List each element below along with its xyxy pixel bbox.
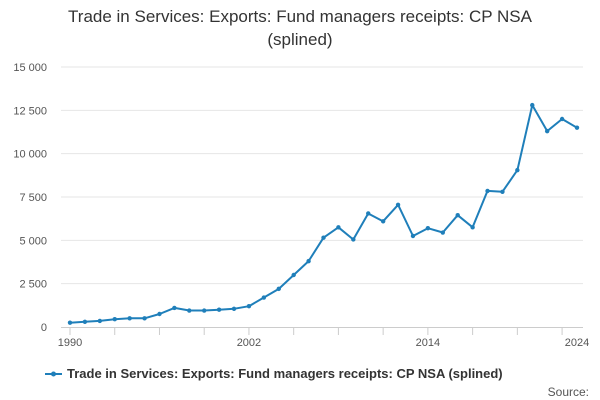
series-line bbox=[69, 104, 578, 324]
data-point bbox=[366, 211, 371, 216]
data-point bbox=[67, 320, 73, 325]
data-point bbox=[142, 316, 147, 321]
legend-dot-marker bbox=[51, 371, 56, 377]
x-tick-label: 2014 bbox=[416, 337, 440, 349]
data-point bbox=[559, 116, 565, 122]
data-point bbox=[380, 219, 386, 224]
y-tick-label: 2 500 bbox=[19, 279, 47, 291]
data-point bbox=[440, 230, 445, 235]
data-point bbox=[351, 237, 356, 242]
y-tick-label: 12 500 bbox=[13, 105, 47, 117]
data-point bbox=[97, 318, 103, 324]
data-point bbox=[470, 225, 475, 230]
data-point bbox=[455, 213, 460, 218]
y-tick-label: 7 500 bbox=[19, 192, 47, 204]
chart-title-line-2: (splined) bbox=[267, 30, 332, 49]
y-tick-label: 15 000 bbox=[13, 62, 47, 74]
data-point bbox=[202, 308, 207, 313]
grid-lines bbox=[61, 66, 583, 285]
x-tick-label: 2002 bbox=[237, 337, 261, 349]
y-tick-label: 0 bbox=[41, 322, 47, 334]
data-point bbox=[336, 225, 341, 230]
data-point bbox=[544, 128, 550, 134]
data-point bbox=[231, 306, 237, 311]
x-tick-label: 1990 bbox=[58, 337, 82, 349]
chart-title-line-1: Trade in Services: Exports: Fund manager… bbox=[68, 7, 533, 26]
data-point bbox=[395, 202, 401, 207]
data-point bbox=[127, 316, 132, 321]
y-tick-label: 5 000 bbox=[19, 235, 47, 247]
data-point bbox=[530, 102, 535, 108]
data-point bbox=[321, 235, 326, 240]
data-point bbox=[485, 188, 490, 194]
data-point bbox=[82, 319, 88, 324]
data-point bbox=[291, 272, 296, 278]
data-point bbox=[216, 307, 222, 312]
x-axis-tick-labels: 1990 2002 2014 2024 bbox=[58, 337, 589, 349]
series-layer bbox=[67, 102, 580, 325]
data-point bbox=[500, 189, 505, 194]
data-point bbox=[112, 317, 117, 322]
data-point bbox=[410, 233, 416, 239]
x-tick-label: 2024 bbox=[565, 337, 589, 349]
data-point bbox=[276, 286, 281, 292]
data-point bbox=[172, 305, 177, 311]
data-point bbox=[515, 167, 520, 173]
data-point bbox=[574, 125, 580, 130]
data-point bbox=[246, 304, 252, 309]
data-point bbox=[261, 295, 267, 300]
legend-label: Trade in Services: Exports: Fund manager… bbox=[67, 366, 503, 381]
data-point bbox=[306, 258, 311, 264]
data-point bbox=[425, 226, 431, 231]
y-tick-label: 10 000 bbox=[13, 149, 47, 161]
legend[interactable]: Trade in Services: Exports: Fund manager… bbox=[45, 366, 503, 381]
y-axis-tick-labels: 0 2 500 5 000 7 500 10 000 12 500 15 000 bbox=[13, 62, 47, 334]
x-axis bbox=[61, 327, 583, 335]
data-point bbox=[187, 308, 192, 313]
source-label: Source: bbox=[548, 385, 589, 399]
data-point bbox=[157, 311, 162, 317]
